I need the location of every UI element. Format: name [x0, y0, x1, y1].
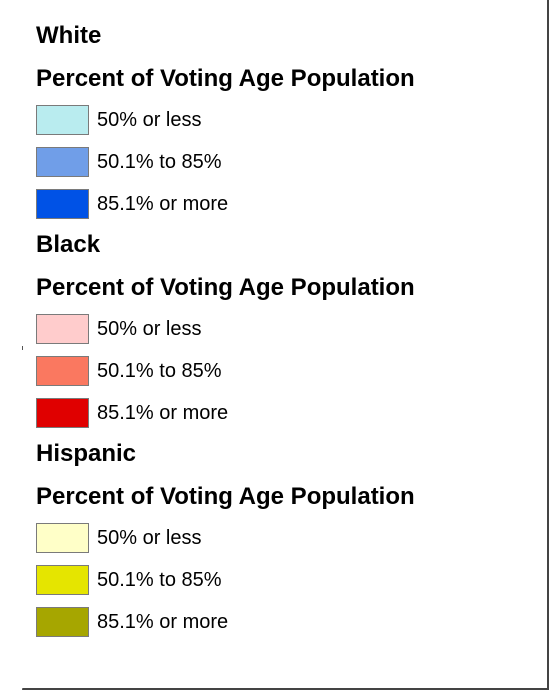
legend-item: 50.1% to 85%	[36, 147, 541, 177]
legend-item: 85.1% or more	[36, 398, 541, 428]
legend-group-hispanic: Hispanic Percent of Voting Age Populatio…	[36, 440, 541, 637]
legend-item-label: 50.1% to 85%	[97, 569, 222, 591]
legend-group-white: White Percent of Voting Age Population 5…	[36, 22, 541, 219]
legend-panel	[22, 0, 549, 690]
legend-group-title: Black	[36, 231, 101, 258]
legend-item: 85.1% or more	[36, 607, 541, 637]
legend-swatch	[36, 565, 89, 595]
legend-group-subtitle: Percent of Voting Age Population	[36, 274, 415, 301]
legend-item-label: 50.1% to 85%	[97, 151, 222, 173]
legend-item: 50% or less	[36, 105, 541, 135]
legend-item-label: 50% or less	[97, 109, 202, 131]
legend-item: 85.1% or more	[36, 189, 541, 219]
legend-swatch	[36, 398, 89, 428]
legend-item-label: 85.1% or more	[97, 193, 229, 215]
legend-swatch	[36, 147, 89, 177]
legend-item-label: 50.1% to 85%	[97, 360, 222, 382]
legend-item: 50.1% to 85%	[36, 356, 541, 386]
legend-item: 50% or less	[36, 523, 541, 553]
legend-group-title: Hispanic	[36, 440, 137, 467]
legend-swatch	[36, 523, 89, 553]
legend-group-subtitle: Percent of Voting Age Population	[36, 483, 415, 510]
legend-swatch	[36, 189, 89, 219]
legend-swatch	[36, 607, 89, 637]
legend-swatch	[36, 314, 89, 344]
frame-tick	[22, 346, 23, 350]
legend-swatch	[36, 356, 89, 386]
legend-swatch	[36, 105, 89, 135]
legend-item-label: 85.1% or more	[97, 402, 229, 424]
legend-group-black: Black Percent of Voting Age Population 5…	[36, 231, 541, 428]
legend-group-subtitle: Percent of Voting Age Population	[36, 65, 415, 92]
map-legend: White Percent of Voting Age Population 5…	[36, 22, 541, 649]
legend-item-label: 50% or less	[97, 318, 202, 340]
legend-item: 50.1% to 85%	[36, 565, 541, 595]
legend-group-title: White	[36, 22, 102, 49]
legend-item-label: 85.1% or more	[97, 611, 229, 633]
legend-item-label: 50% or less	[97, 527, 202, 549]
legend-item: 50% or less	[36, 314, 541, 344]
